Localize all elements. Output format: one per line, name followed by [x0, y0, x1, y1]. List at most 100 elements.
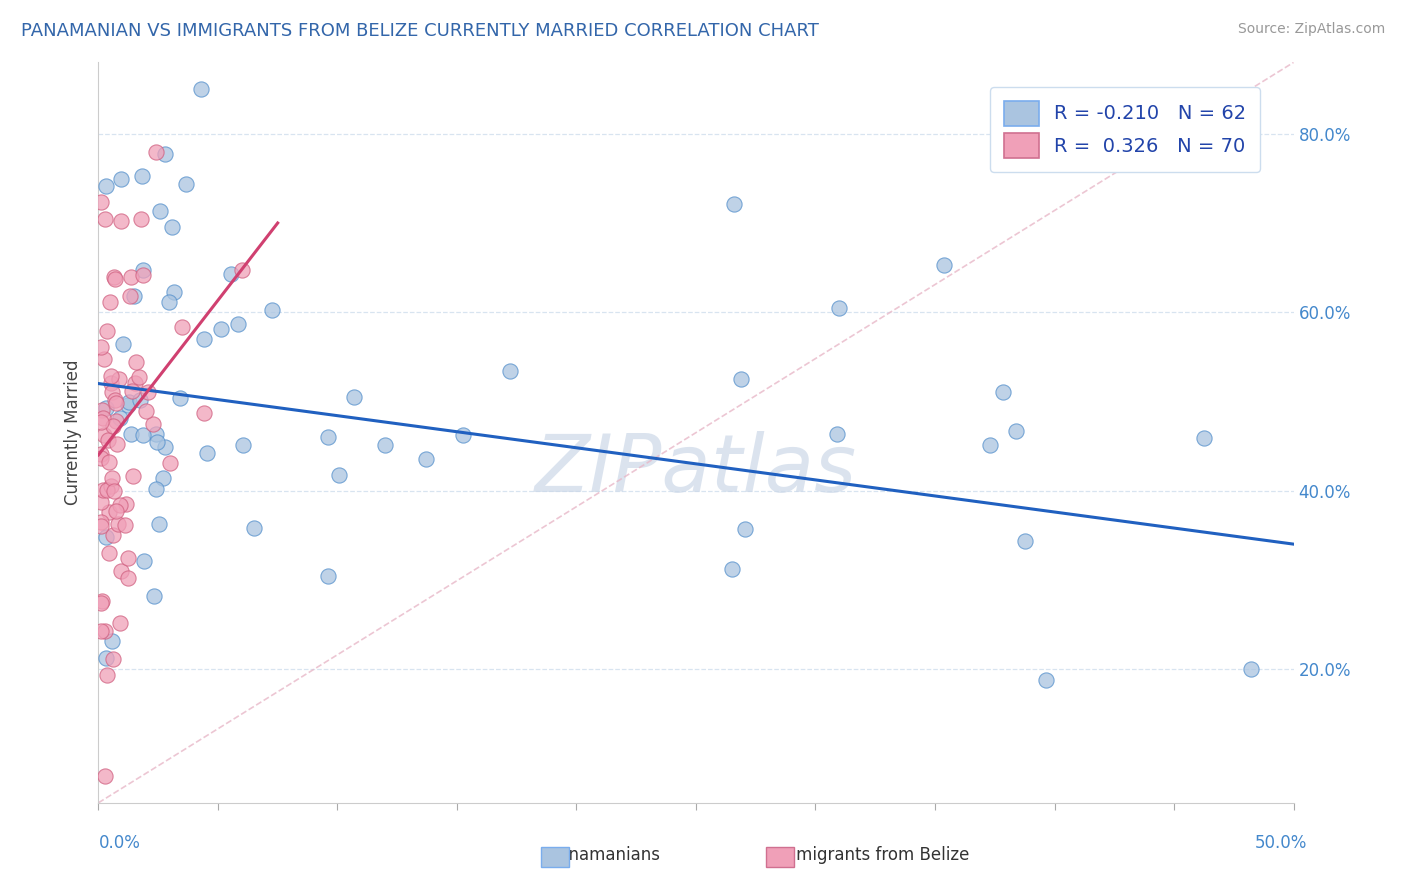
- Point: [91, 483, 114, 498]
- Point: [108, 499, 131, 513]
- Point: [100, 470, 122, 484]
- Point: [121, 468, 143, 483]
- Point: [118, 395, 141, 409]
- Point: [721, 562, 744, 576]
- Point: [93, 211, 115, 226]
- Point: [162, 219, 184, 234]
- Point: [124, 289, 146, 303]
- Point: [101, 528, 124, 542]
- Point: [104, 392, 127, 407]
- Point: [145, 426, 167, 441]
- Point: [243, 521, 266, 535]
- Point: [170, 320, 193, 334]
- Point: [316, 569, 339, 583]
- Point: [734, 522, 756, 536]
- Point: [135, 404, 157, 418]
- Point: [117, 571, 139, 585]
- Point: [90, 447, 112, 461]
- Point: [90, 340, 112, 354]
- Point: [117, 550, 139, 565]
- Point: [499, 364, 522, 378]
- Point: [90, 415, 112, 429]
- Point: [132, 268, 155, 282]
- Point: [94, 178, 117, 193]
- Point: [114, 518, 136, 533]
- Point: [145, 482, 167, 496]
- Point: [100, 369, 122, 384]
- Point: [142, 589, 165, 603]
- Point: [153, 147, 176, 161]
- Point: [121, 270, 143, 285]
- Point: [103, 419, 125, 434]
- Point: [190, 82, 212, 96]
- Point: [174, 177, 197, 191]
- Point: [103, 269, 125, 284]
- Text: 50.0%: 50.0%: [1256, 834, 1308, 852]
- Point: [195, 445, 218, 459]
- Point: [110, 172, 132, 186]
- Point: [146, 435, 169, 450]
- Point: [828, 301, 851, 315]
- Legend: R = -0.210   N = 62, R =  0.326   N = 70: R = -0.210 N = 62, R = 0.326 N = 70: [990, 87, 1260, 172]
- Point: [90, 596, 112, 610]
- Point: [90, 594, 112, 608]
- Point: [1240, 662, 1263, 676]
- Point: [97, 505, 120, 519]
- Point: [115, 497, 138, 511]
- Point: [90, 195, 112, 210]
- Text: Immigrants from Belize: Immigrants from Belize: [775, 846, 969, 863]
- Point: [228, 317, 250, 331]
- Point: [932, 258, 955, 272]
- Point: [136, 384, 159, 399]
- Point: [134, 554, 156, 568]
- Point: [163, 285, 186, 299]
- Point: [90, 402, 112, 417]
- Point: [90, 515, 112, 529]
- Point: [103, 484, 125, 499]
- Text: ZIPatlas: ZIPatlas: [534, 431, 858, 508]
- Point: [90, 518, 112, 533]
- Point: [149, 203, 172, 218]
- Point: [93, 352, 115, 367]
- Point: [94, 769, 117, 783]
- Point: [117, 398, 139, 412]
- Point: [343, 390, 366, 404]
- Point: [374, 438, 396, 452]
- Point: [98, 294, 121, 309]
- Point: [328, 468, 350, 483]
- Point: [262, 302, 284, 317]
- Point: [94, 651, 117, 665]
- Point: [104, 272, 127, 286]
- Point: [105, 396, 128, 410]
- Point: [101, 633, 124, 648]
- Point: [193, 406, 215, 420]
- Point: [991, 384, 1014, 399]
- Point: [108, 615, 131, 630]
- Point: [108, 372, 131, 386]
- Text: Panamanians: Panamanians: [550, 846, 659, 863]
- Point: [124, 376, 146, 390]
- Point: [118, 288, 141, 302]
- Point: [96, 324, 118, 338]
- Point: [1035, 673, 1057, 687]
- Point: [97, 433, 120, 447]
- Point: [1014, 533, 1036, 548]
- Point: [193, 333, 215, 347]
- Point: [103, 652, 125, 666]
- Point: [415, 452, 437, 467]
- Point: [148, 517, 170, 532]
- Point: [723, 197, 745, 211]
- Point: [132, 427, 155, 442]
- Point: [107, 516, 129, 531]
- Point: [730, 372, 752, 386]
- Point: [97, 546, 120, 560]
- Point: [104, 504, 127, 518]
- Point: [100, 479, 122, 493]
- Point: [94, 624, 117, 638]
- Point: [121, 384, 143, 399]
- Point: [110, 213, 132, 227]
- Point: [112, 336, 135, 351]
- Point: [120, 426, 142, 441]
- Point: [1192, 431, 1215, 445]
- Point: [129, 211, 152, 226]
